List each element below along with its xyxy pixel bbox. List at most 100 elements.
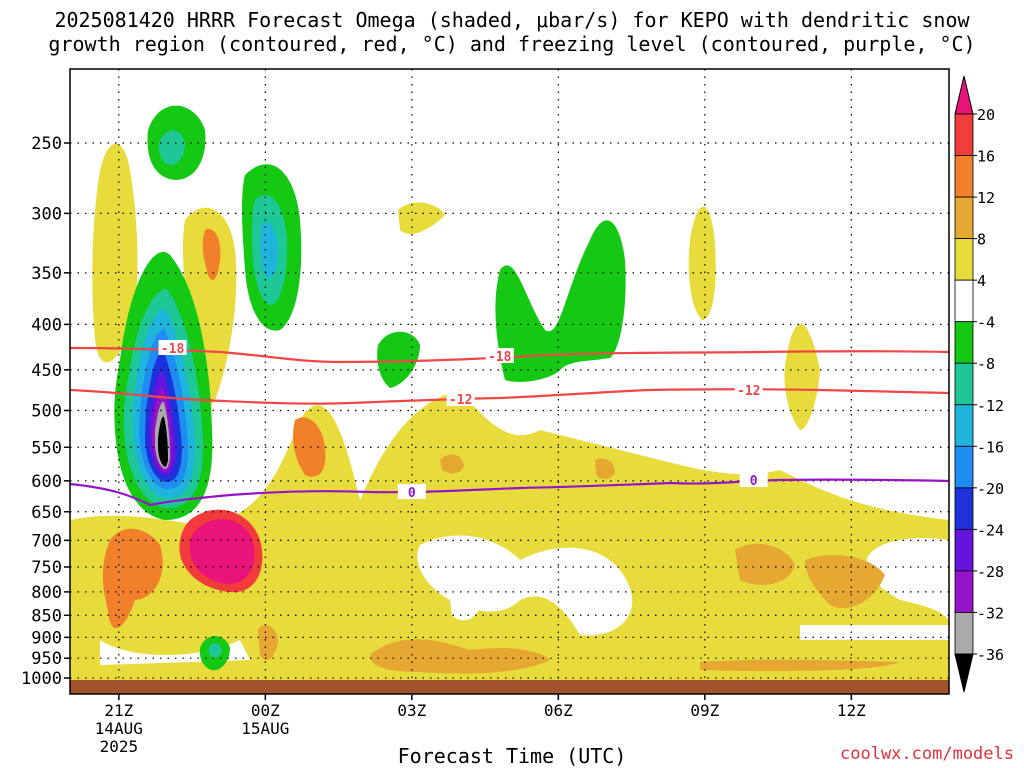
colorbar-swatch [954, 570, 974, 613]
y-tick-label: 900 [31, 628, 62, 648]
colorbar-swatch [954, 279, 974, 323]
y-tick-label: 550 [31, 438, 62, 458]
omega-area-positive-8 [258, 624, 278, 660]
colorbar-label: -16 [977, 438, 1004, 456]
terrain-bar [70, 680, 949, 694]
omega-area-positive-4 [70, 390, 949, 694]
colorbar-label: 20 [977, 106, 995, 124]
x-tick-label: 14AUG [95, 719, 143, 738]
omega-area-positive-8 [440, 454, 464, 474]
colorbar-swatch [954, 196, 974, 240]
y-tick-label: 600 [31, 472, 62, 492]
y-tick-label: 350 [31, 264, 62, 284]
colorbar-swatch [954, 238, 974, 281]
x-tick-label: 12Z [837, 701, 866, 720]
omega-area-negative-8 [495, 220, 626, 382]
omega-area-positive-4 [92, 143, 138, 363]
omega-area-negative-8 [377, 331, 420, 388]
omega-area-positive-4 [688, 206, 716, 320]
contour-label: -12 [449, 393, 472, 408]
x-axis-title: Forecast Time (UTC) [397, 744, 627, 768]
x-tick-label: 06Z [544, 701, 573, 720]
chart-title-line1: 2025081420 HRRR Forecast Omega (shaded, … [54, 8, 970, 32]
omega-area-positive-12 [202, 229, 221, 280]
colorbar-swatch [954, 445, 974, 489]
y-tick-label: 650 [31, 503, 62, 523]
chart-title-line2: growth region (contoured, red, °C) and f… [48, 32, 976, 56]
x-tick-label: 03Z [397, 701, 426, 720]
colorbar-label: 16 [977, 148, 995, 166]
colorbar-label: -20 [977, 480, 1004, 498]
colorbar-swatch [954, 487, 974, 530]
colorbar-label: -28 [977, 563, 1004, 581]
colorbar-label: -4 [977, 314, 995, 332]
omega-area-positive-8 [735, 543, 795, 585]
y-tick-label: 750 [31, 558, 62, 578]
colorbar-swatch [954, 404, 974, 447]
contour-label: 0 [408, 486, 416, 501]
y-tick-label: 850 [31, 606, 62, 626]
contour-label-bg [397, 484, 426, 499]
colorbar-label: -12 [977, 397, 1004, 415]
x-tick-label: 00Z [251, 701, 280, 720]
omega-area-positive-4 [784, 323, 820, 430]
omega-area-neutral [800, 625, 949, 640]
plot-border [69, 68, 950, 695]
colorbar-swatch [954, 528, 974, 572]
colorbar-swatch [954, 362, 974, 406]
contour-label: 0 [750, 474, 758, 489]
colorbar-label: -8 [977, 355, 995, 373]
contour-label-bg [734, 382, 763, 397]
omega-area-negative-12 [208, 642, 222, 658]
omega-area-positive-8 [700, 659, 900, 672]
colorbar-top-arrow [954, 75, 974, 115]
y-tick-label: 800 [31, 583, 62, 603]
contour-label-bg [446, 391, 475, 406]
omega-area-neutral [417, 535, 633, 636]
colorbar-label: 12 [977, 189, 995, 207]
colorbar-swatch [954, 155, 974, 198]
colorbar-swatch [954, 321, 974, 364]
contour-minus-12 [70, 388, 949, 405]
colorbar-swatch [954, 113, 974, 156]
y-tick-label: 250 [31, 134, 62, 154]
contour-lines [70, 346, 949, 507]
colorbar-label: 4 [977, 272, 986, 290]
contour-labels: -18 -18 -12 -12 0 0 [158, 340, 768, 501]
x-tick-label: 2025 [100, 737, 139, 756]
omega-area-positive-20 [189, 518, 255, 585]
y-tick-label: 450 [31, 361, 62, 381]
omega-area-negative-12 [158, 130, 185, 166]
contour-freezing-level [70, 478, 949, 507]
omega-area-positive-8 [370, 639, 550, 674]
colorbar-label: -36 [977, 646, 1004, 664]
omega-area-neutral [450, 593, 480, 621]
contour-label-bg [158, 340, 187, 355]
x-tick-label: 21Z [104, 701, 133, 720]
omega-area-positive-12 [293, 417, 326, 477]
y-tick-label: 400 [31, 315, 62, 335]
contour-label: -18 [161, 342, 185, 357]
contour-label-bg [485, 348, 514, 363]
omega-area-positive-4 [398, 202, 445, 235]
y-tick-label: 500 [31, 402, 62, 422]
contour-label: -12 [737, 384, 760, 399]
colorbar: 20 16 12 8 4 -4 -8 -12 -16 -20 -24 -28 -32 -36 [954, 75, 1004, 693]
x-tick-label: 09Z [690, 701, 719, 720]
colorbar-label: -32 [977, 604, 1004, 622]
x-tick-label: 15AUG [241, 719, 289, 738]
contour-minus-18 [70, 346, 949, 364]
y-tick-label: 700 [31, 531, 62, 551]
y-axis: 2503003504004505005506006507007508008509… [21, 134, 70, 689]
credit-text: coolwx.com/models [840, 744, 1014, 764]
omega-area-below-negative-36 [158, 416, 168, 467]
colorbar-bottom-arrow [954, 653, 974, 693]
omega-area-positive-8 [595, 458, 615, 480]
y-tick-label: 1000 [21, 669, 62, 689]
contour-label-bg [739, 472, 768, 487]
colorbar-swatch [954, 612, 974, 655]
omega-area-positive-8 [805, 555, 885, 609]
colorbar-label: 8 [977, 231, 986, 249]
